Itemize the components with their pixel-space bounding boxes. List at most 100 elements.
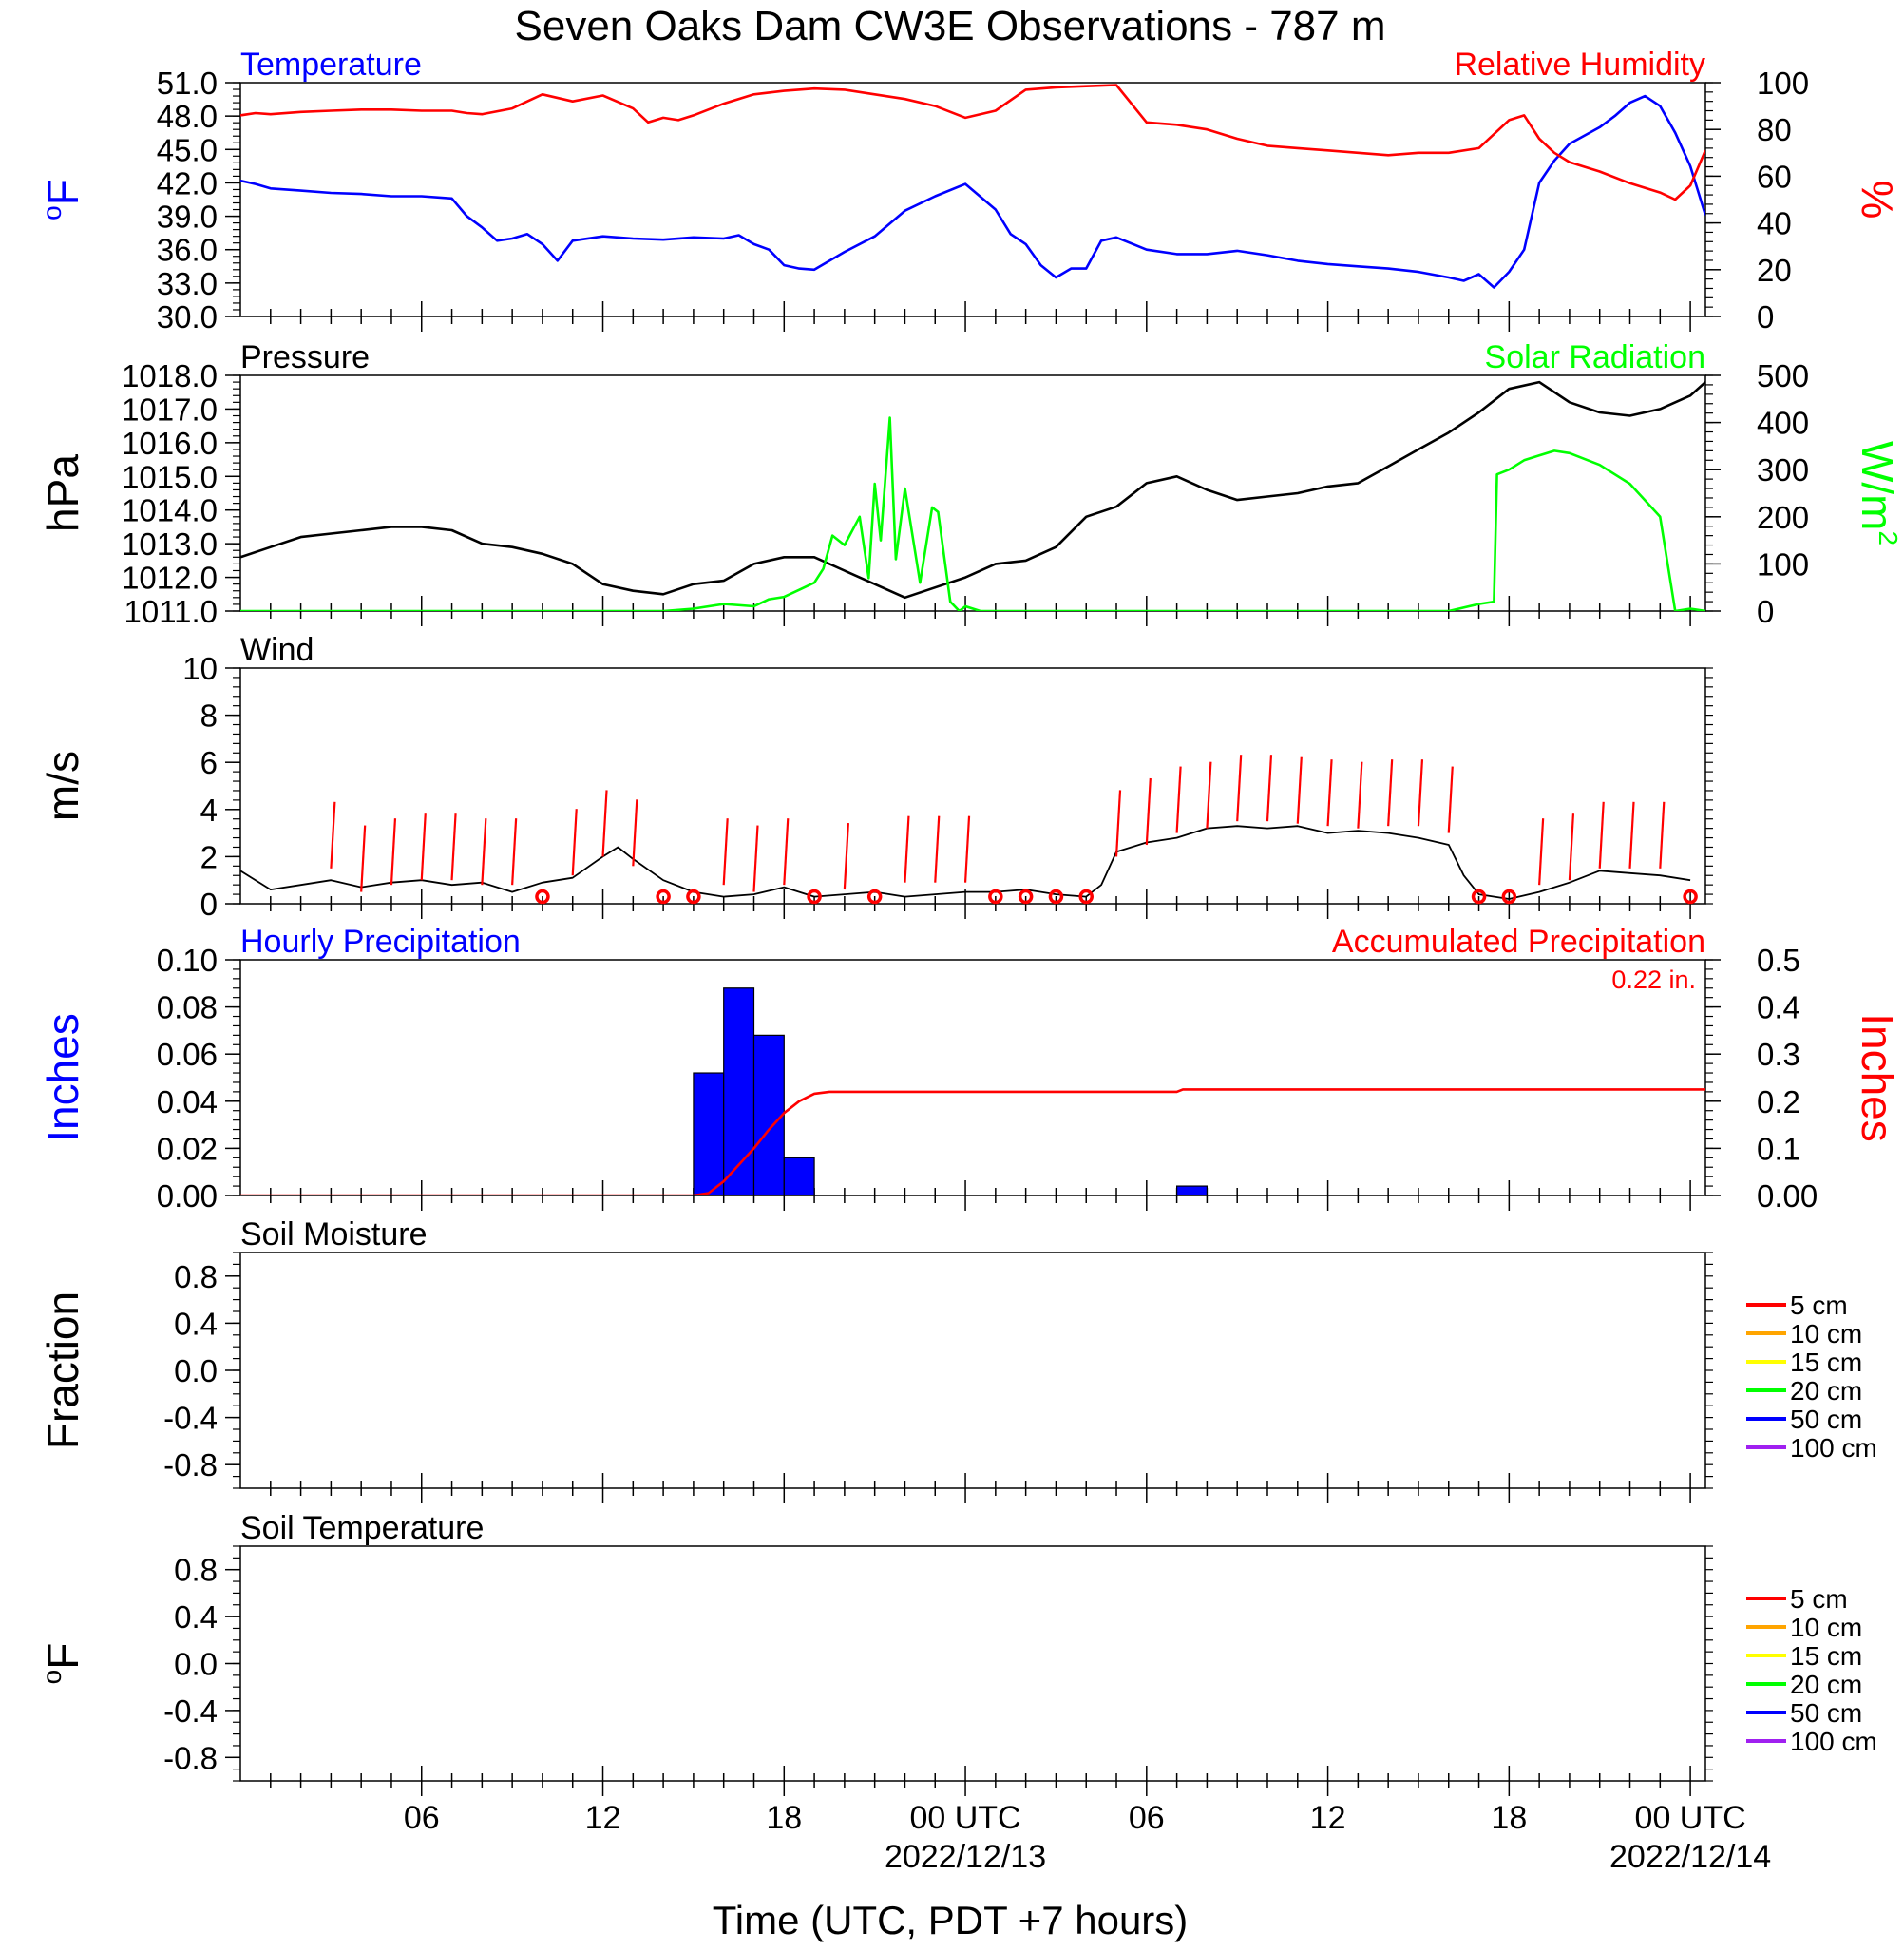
y-tick-label: 1011.0 [124, 594, 218, 629]
wind-calm-circle [656, 889, 671, 905]
precip-bar [693, 1072, 725, 1196]
panel-title-right: Relative Humidity [1454, 47, 1705, 83]
legend-label: 50 cm [1790, 1698, 1862, 1728]
y-tick-label: 2 [200, 839, 218, 874]
y-right-tick-label: 60 [1757, 159, 1792, 194]
x-tick-date-label: 2022/12/14 [1609, 1839, 1771, 1875]
wind-calm-circle [1078, 889, 1094, 905]
wind-barb [420, 813, 427, 881]
y-tick-label: 0.10 [157, 943, 218, 978]
y-right-tick-label: 40 [1757, 206, 1792, 241]
wind-barb [511, 818, 518, 886]
wind-calm-circle [807, 889, 822, 905]
y-tick-label: 10 [182, 651, 218, 686]
y-tick-label: 0.4 [174, 1599, 218, 1635]
panel-title-left: Hourly Precipitation [240, 924, 521, 960]
wind-barb [752, 825, 759, 892]
y-tick-label: 45.0 [157, 132, 218, 167]
wind-barb [571, 809, 578, 876]
wind-barb [1628, 801, 1635, 869]
y-tick-label: 33.0 [157, 266, 218, 301]
wind-barb [1538, 818, 1545, 886]
y-tick-label: 1013.0 [122, 526, 218, 562]
y-tick-label: 1012.0 [122, 561, 218, 596]
legend-label: 5 cm [1790, 1291, 1848, 1320]
y-right-tick-label: 200 [1757, 500, 1809, 535]
wind-barb [1387, 759, 1394, 827]
wind-barb [1598, 801, 1605, 869]
wind-barb [1145, 777, 1152, 846]
panel-frame [239, 959, 1706, 1196]
wind-barb [450, 813, 457, 881]
wind-calm-circle [1683, 889, 1698, 905]
panel-title-left: Pressure [240, 339, 370, 375]
y-tick-label: 0 [200, 887, 218, 922]
wind-barb [783, 818, 790, 886]
y-right-tick-label: 400 [1757, 406, 1809, 441]
wind-barb [1659, 801, 1666, 869]
series-line-1 [240, 416, 1705, 611]
x-tick-label: 00 UTC [1635, 1800, 1746, 1836]
wind-barb [843, 823, 849, 890]
y-right-tick-label: 0.00 [1757, 1178, 1818, 1214]
panel-title-right: Solar Radiation [1485, 339, 1705, 375]
wind-calm-circle [866, 889, 883, 905]
wind-barb [390, 818, 397, 886]
panel-wind: 0 2 4 6 8 10 Wind m/s [38, 632, 1713, 922]
y-tick-label: 0.02 [157, 1131, 218, 1166]
precip-bar [752, 1034, 785, 1196]
wind-barb [632, 799, 638, 867]
series-line-0 [240, 380, 1705, 600]
wind-barb [360, 825, 367, 892]
y-tick-label: 30.0 [157, 299, 218, 335]
panels-group: 30.033.036.039.042.045.048.051.002040608… [37, 47, 1903, 1875]
y-tick-label: 1016.0 [122, 426, 218, 461]
wind-barb [601, 790, 608, 857]
y-tick-label: 39.0 [157, 200, 218, 235]
panel-frame [239, 374, 1706, 612]
panel-title-left: Temperature [240, 47, 422, 83]
wind-barb [1175, 766, 1182, 833]
y-right-tick-label: 0.4 [1757, 990, 1800, 1025]
wind-barb [1296, 756, 1303, 824]
wind-calm-circle [988, 889, 1003, 905]
y-axis-label-right: Inches [1853, 1013, 1902, 1142]
y-tick-label: 0.4 [174, 1306, 218, 1341]
y-axis-label: Fraction [38, 1291, 87, 1449]
y-tick-label: 0.0 [174, 1647, 218, 1682]
y-tick-label: 1017.0 [122, 392, 218, 427]
y-tick-label: 36.0 [157, 233, 218, 268]
legend-label: 15 cm [1790, 1348, 1862, 1377]
y-right-tick-label: 20 [1757, 253, 1792, 288]
panel-pressure-solar: 1011.01012.01013.01014.01015.01016.01017… [38, 339, 1903, 629]
y-tick-label: 1015.0 [122, 459, 218, 494]
panel-temp-rh: 30.033.036.039.042.045.048.051.0 0 20 40 60 8… [37, 47, 1902, 335]
y-tick-label: 1018.0 [122, 358, 218, 393]
y-axis-label: oF [37, 179, 87, 220]
y-axis-label-right: W/m2 [1853, 441, 1903, 545]
y-tick-label: 0.06 [157, 1037, 218, 1072]
wind-calm-circle [535, 889, 550, 905]
y-tick-label: 48.0 [157, 99, 218, 134]
panel-title-left: Soil Moisture [240, 1216, 428, 1253]
x-tick-label: 00 UTC [909, 1800, 1020, 1836]
wind-barb [1266, 755, 1273, 822]
y-axis-label: m/s [38, 751, 87, 821]
x-tick-label: 18 [1491, 1800, 1527, 1836]
wind-barb [722, 818, 729, 886]
x-tick-label: 18 [766, 1800, 802, 1836]
wind-calm-circle [1501, 889, 1517, 905]
wind-barb [1357, 761, 1363, 829]
legend-label: 100 cm [1790, 1433, 1877, 1463]
x-tick-label: 12 [1310, 1800, 1346, 1836]
wind-calm-circle [686, 889, 701, 905]
y-tick-label: 1014.0 [122, 493, 218, 528]
legend-label: 50 cm [1790, 1405, 1862, 1434]
legend-label: 10 cm [1790, 1613, 1862, 1642]
y-tick-label: 51.0 [157, 66, 218, 101]
y-tick-label: 0.0 [174, 1353, 218, 1388]
y-right-tick-label: 0.3 [1757, 1037, 1800, 1072]
y-tick-label: 0.8 [174, 1553, 218, 1588]
wind-barb [1447, 766, 1454, 833]
panel-title-right: Accumulated Precipitation [1332, 924, 1705, 960]
